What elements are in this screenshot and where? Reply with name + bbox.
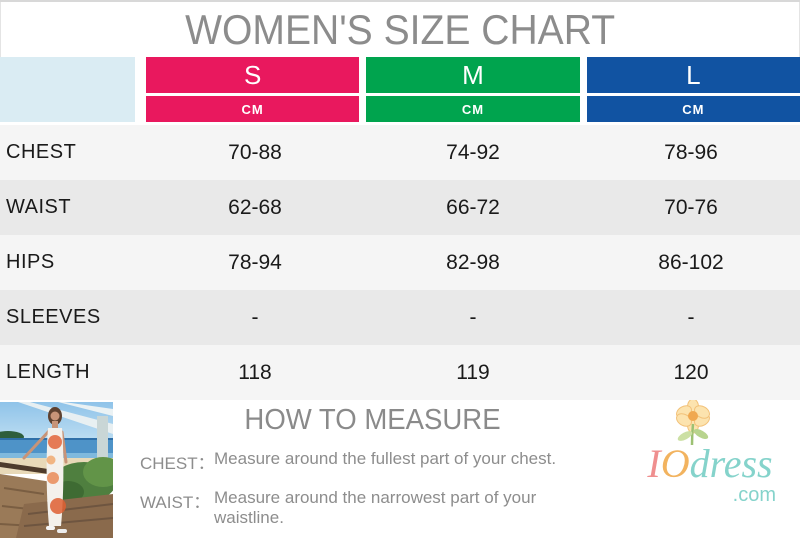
table-header: S M L CM CM CM bbox=[0, 57, 800, 122]
brand-tld: .com bbox=[732, 484, 776, 506]
size-value: 70-76 bbox=[664, 195, 718, 219]
size-value: 78-96 bbox=[664, 140, 718, 164]
table-corner-cell bbox=[0, 57, 135, 122]
unit-header-l: CM bbox=[586, 96, 800, 122]
size-value: 82-98 bbox=[446, 250, 500, 274]
unit-header-s: CM bbox=[146, 96, 360, 122]
flower-icon bbox=[676, 398, 710, 446]
how-to-measure-section: HOW TO MEASURE CHEST： Measure around the… bbox=[0, 398, 800, 538]
how-to-measure-heading: HOW TO MEASURE bbox=[244, 404, 501, 436]
size-value: - bbox=[251, 305, 259, 329]
title-bar: WOMEN'S SIZE CHART bbox=[0, 2, 800, 57]
table-row-chest: CHEST 70-88 74-92 78-96 bbox=[0, 125, 800, 180]
size-header-s: S bbox=[146, 57, 360, 93]
size-value: 66-72 bbox=[446, 195, 500, 219]
measure-step-chest: CHEST： Measure around the fullest part o… bbox=[140, 449, 605, 474]
row-label: HIPS bbox=[6, 251, 55, 273]
beach-model-image bbox=[0, 402, 113, 538]
brand-name-rest: dress bbox=[689, 441, 773, 486]
table-row-waist: WAIST 62-68 66-72 70-76 bbox=[0, 180, 800, 235]
table-row-length: LENGTH 118 119 120 bbox=[0, 345, 800, 400]
size-value: 62-68 bbox=[228, 195, 282, 219]
size-header-l: L bbox=[586, 57, 800, 93]
size-value: 119 bbox=[456, 360, 490, 384]
size-value: 78-94 bbox=[228, 250, 282, 274]
row-label: CHEST bbox=[6, 141, 77, 163]
size-value: - bbox=[469, 305, 477, 329]
table-row-hips: HIPS 78-94 82-98 86-102 bbox=[0, 235, 800, 290]
measure-step-text: Measure around the narrowest part of you… bbox=[214, 488, 537, 527]
measure-step-text: Measure around the fullest part of your … bbox=[214, 449, 557, 468]
model-photo bbox=[0, 402, 113, 538]
row-label: WAIST bbox=[6, 196, 72, 218]
table-body: CHEST 70-88 74-92 78-96 WAIST 62-68 66-7… bbox=[0, 125, 800, 400]
brand-letter-i: I bbox=[647, 441, 661, 486]
size-value: 120 bbox=[673, 360, 709, 384]
brand-logo: IOdress .com bbox=[630, 398, 790, 507]
size-value: - bbox=[687, 305, 695, 329]
size-value: 86-102 bbox=[658, 250, 724, 274]
size-value: 118 bbox=[238, 360, 272, 384]
row-label: SLEEVES bbox=[6, 306, 101, 328]
measure-step-label: WAIST： bbox=[140, 493, 211, 512]
size-value: 74-92 bbox=[446, 140, 500, 164]
measure-step-waist: WAIST： Measure around the narrowest part… bbox=[140, 488, 605, 528]
table-row-sleeves: SLEEVES - - - bbox=[0, 290, 800, 345]
unit-header-m: CM bbox=[366, 96, 580, 122]
measure-step-label: CHEST： bbox=[140, 454, 215, 473]
measure-instructions: HOW TO MEASURE CHEST： Measure around the… bbox=[140, 404, 605, 538]
size-chart-table: S M L CM CM CM CHEST 70-88 74-92 78-96 W… bbox=[0, 57, 800, 400]
page-title: WOMEN'S SIZE CHART bbox=[185, 5, 615, 53]
brand-letter-o: O bbox=[660, 441, 690, 486]
row-label: LENGTH bbox=[6, 361, 91, 383]
brand-name: IOdress bbox=[630, 444, 790, 484]
size-value: 70-88 bbox=[228, 140, 282, 164]
size-header-m: M bbox=[366, 57, 580, 93]
